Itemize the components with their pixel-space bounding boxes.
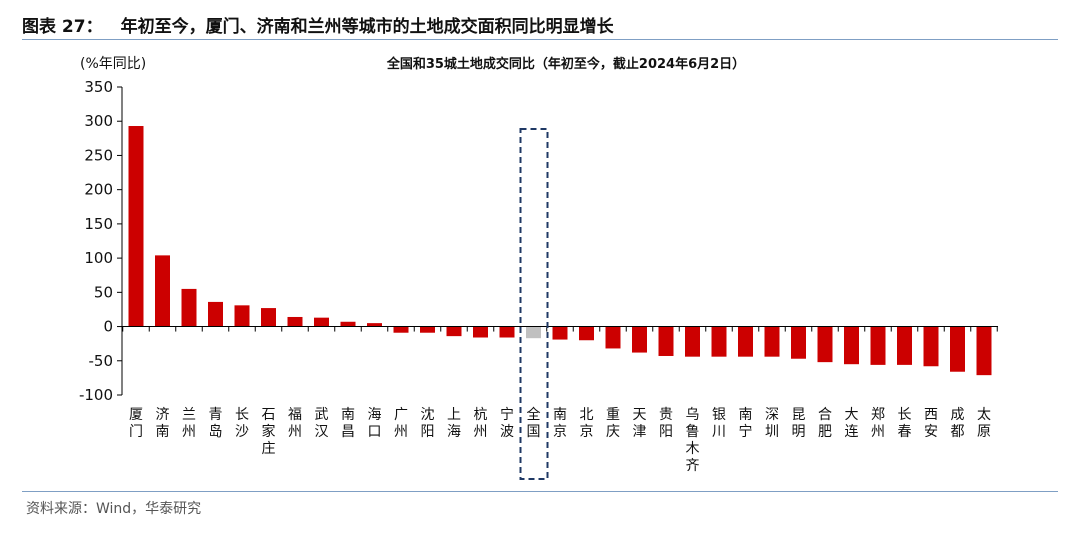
bar: [526, 326, 541, 339]
category-label: 兰州: [182, 407, 196, 440]
bar: [950, 326, 965, 372]
bar: [552, 326, 568, 340]
category-label: 宁波: [500, 406, 514, 440]
top-rule: [22, 39, 1058, 40]
y-tick-label: 100: [84, 249, 113, 267]
bar: [473, 326, 488, 338]
highlight-box: [519, 128, 549, 480]
bottom-rule: [22, 491, 1058, 492]
bar: [208, 301, 223, 327]
category-label: 乌鲁木齐: [686, 407, 700, 474]
category-label: 昆明: [792, 407, 806, 440]
bar: [605, 326, 621, 349]
y-tick-label: 200: [84, 181, 113, 199]
category-label: 青岛: [209, 407, 223, 440]
category-label: 沈阳: [421, 407, 435, 440]
y-tick-label: 350: [84, 78, 113, 96]
category-label: 贵阳: [659, 407, 673, 440]
category-label: 长沙: [235, 407, 249, 440]
bar: [234, 305, 250, 327]
chart-title: 全国和35城土地成交同比（年初至今，截止2024年6月2日）: [386, 56, 745, 72]
y-tick-label: -50: [89, 352, 114, 370]
bar: [870, 326, 886, 365]
category-label: 南京: [553, 407, 567, 440]
category-label: 长春: [898, 407, 912, 440]
bar: [128, 126, 144, 327]
bar: [261, 308, 276, 327]
bar: [711, 326, 727, 357]
bar: [844, 326, 859, 365]
y-tick-label: 150: [84, 215, 113, 233]
bar: [155, 255, 170, 327]
bar: [287, 316, 303, 327]
bar: [181, 288, 197, 327]
category-label: 全国: [527, 406, 541, 440]
bar: [446, 326, 462, 337]
bar: [817, 326, 833, 363]
category-label: 西安: [924, 407, 938, 440]
category-label: 银川: [712, 407, 726, 440]
category-label: 广州: [394, 407, 408, 440]
bar: [367, 323, 382, 327]
category-label: 天津: [633, 407, 647, 440]
bar: [340, 321, 356, 327]
category-label: 深圳: [765, 407, 779, 440]
category-label: 重庆: [606, 407, 620, 440]
bar: [314, 317, 329, 327]
bar: [393, 326, 409, 333]
category-label: 合肥: [818, 407, 832, 440]
category-label: 杭州: [474, 407, 488, 440]
category-label: 济南: [156, 407, 170, 440]
figure-header: 图表 27： 年初至今，厦门、济南和兰州等城市的土地成交面积同比明显增长: [22, 12, 614, 37]
bar: [420, 326, 435, 333]
bar: [658, 326, 674, 356]
bar: [791, 326, 806, 359]
bar: [685, 326, 700, 357]
y-tick-label: -100: [79, 386, 113, 404]
y-tick-label: 50: [94, 283, 113, 301]
y-tick-label: 300: [84, 112, 113, 130]
source-note: 资料来源：Wind，华泰研究: [26, 501, 202, 517]
y-tick-label: 0: [103, 318, 113, 336]
figure-title: 年初至今，厦门、济南和兰州等城市的土地成交面积同比明显增长: [120, 17, 614, 37]
category-label: 北京: [580, 407, 594, 440]
bar: [976, 326, 992, 376]
category-label: 成都: [951, 407, 965, 440]
bar: [579, 326, 594, 341]
y-axis-label: (%年同比): [80, 56, 146, 72]
category-label: 南宁: [739, 407, 753, 440]
bar: [632, 326, 647, 353]
category-label: 海口: [368, 407, 382, 440]
category-label: 郑州: [871, 407, 885, 440]
bar: [923, 326, 939, 367]
bar: [764, 326, 780, 357]
category-label: 厦门: [129, 407, 143, 440]
category-label: 上海: [447, 407, 461, 440]
category-label: 福州: [288, 407, 302, 440]
category-label: 南昌: [341, 407, 355, 440]
category-label: 大连: [845, 407, 859, 440]
category-label: 太原: [977, 407, 991, 440]
figure-number: 图表 27：: [22, 17, 103, 37]
y-tick-label: 250: [84, 146, 113, 164]
category-label: 武汉: [315, 407, 329, 440]
category-label: 石家庄: [262, 407, 276, 457]
bar: [499, 326, 515, 338]
bar: [897, 326, 912, 365]
bar: [738, 326, 753, 357]
